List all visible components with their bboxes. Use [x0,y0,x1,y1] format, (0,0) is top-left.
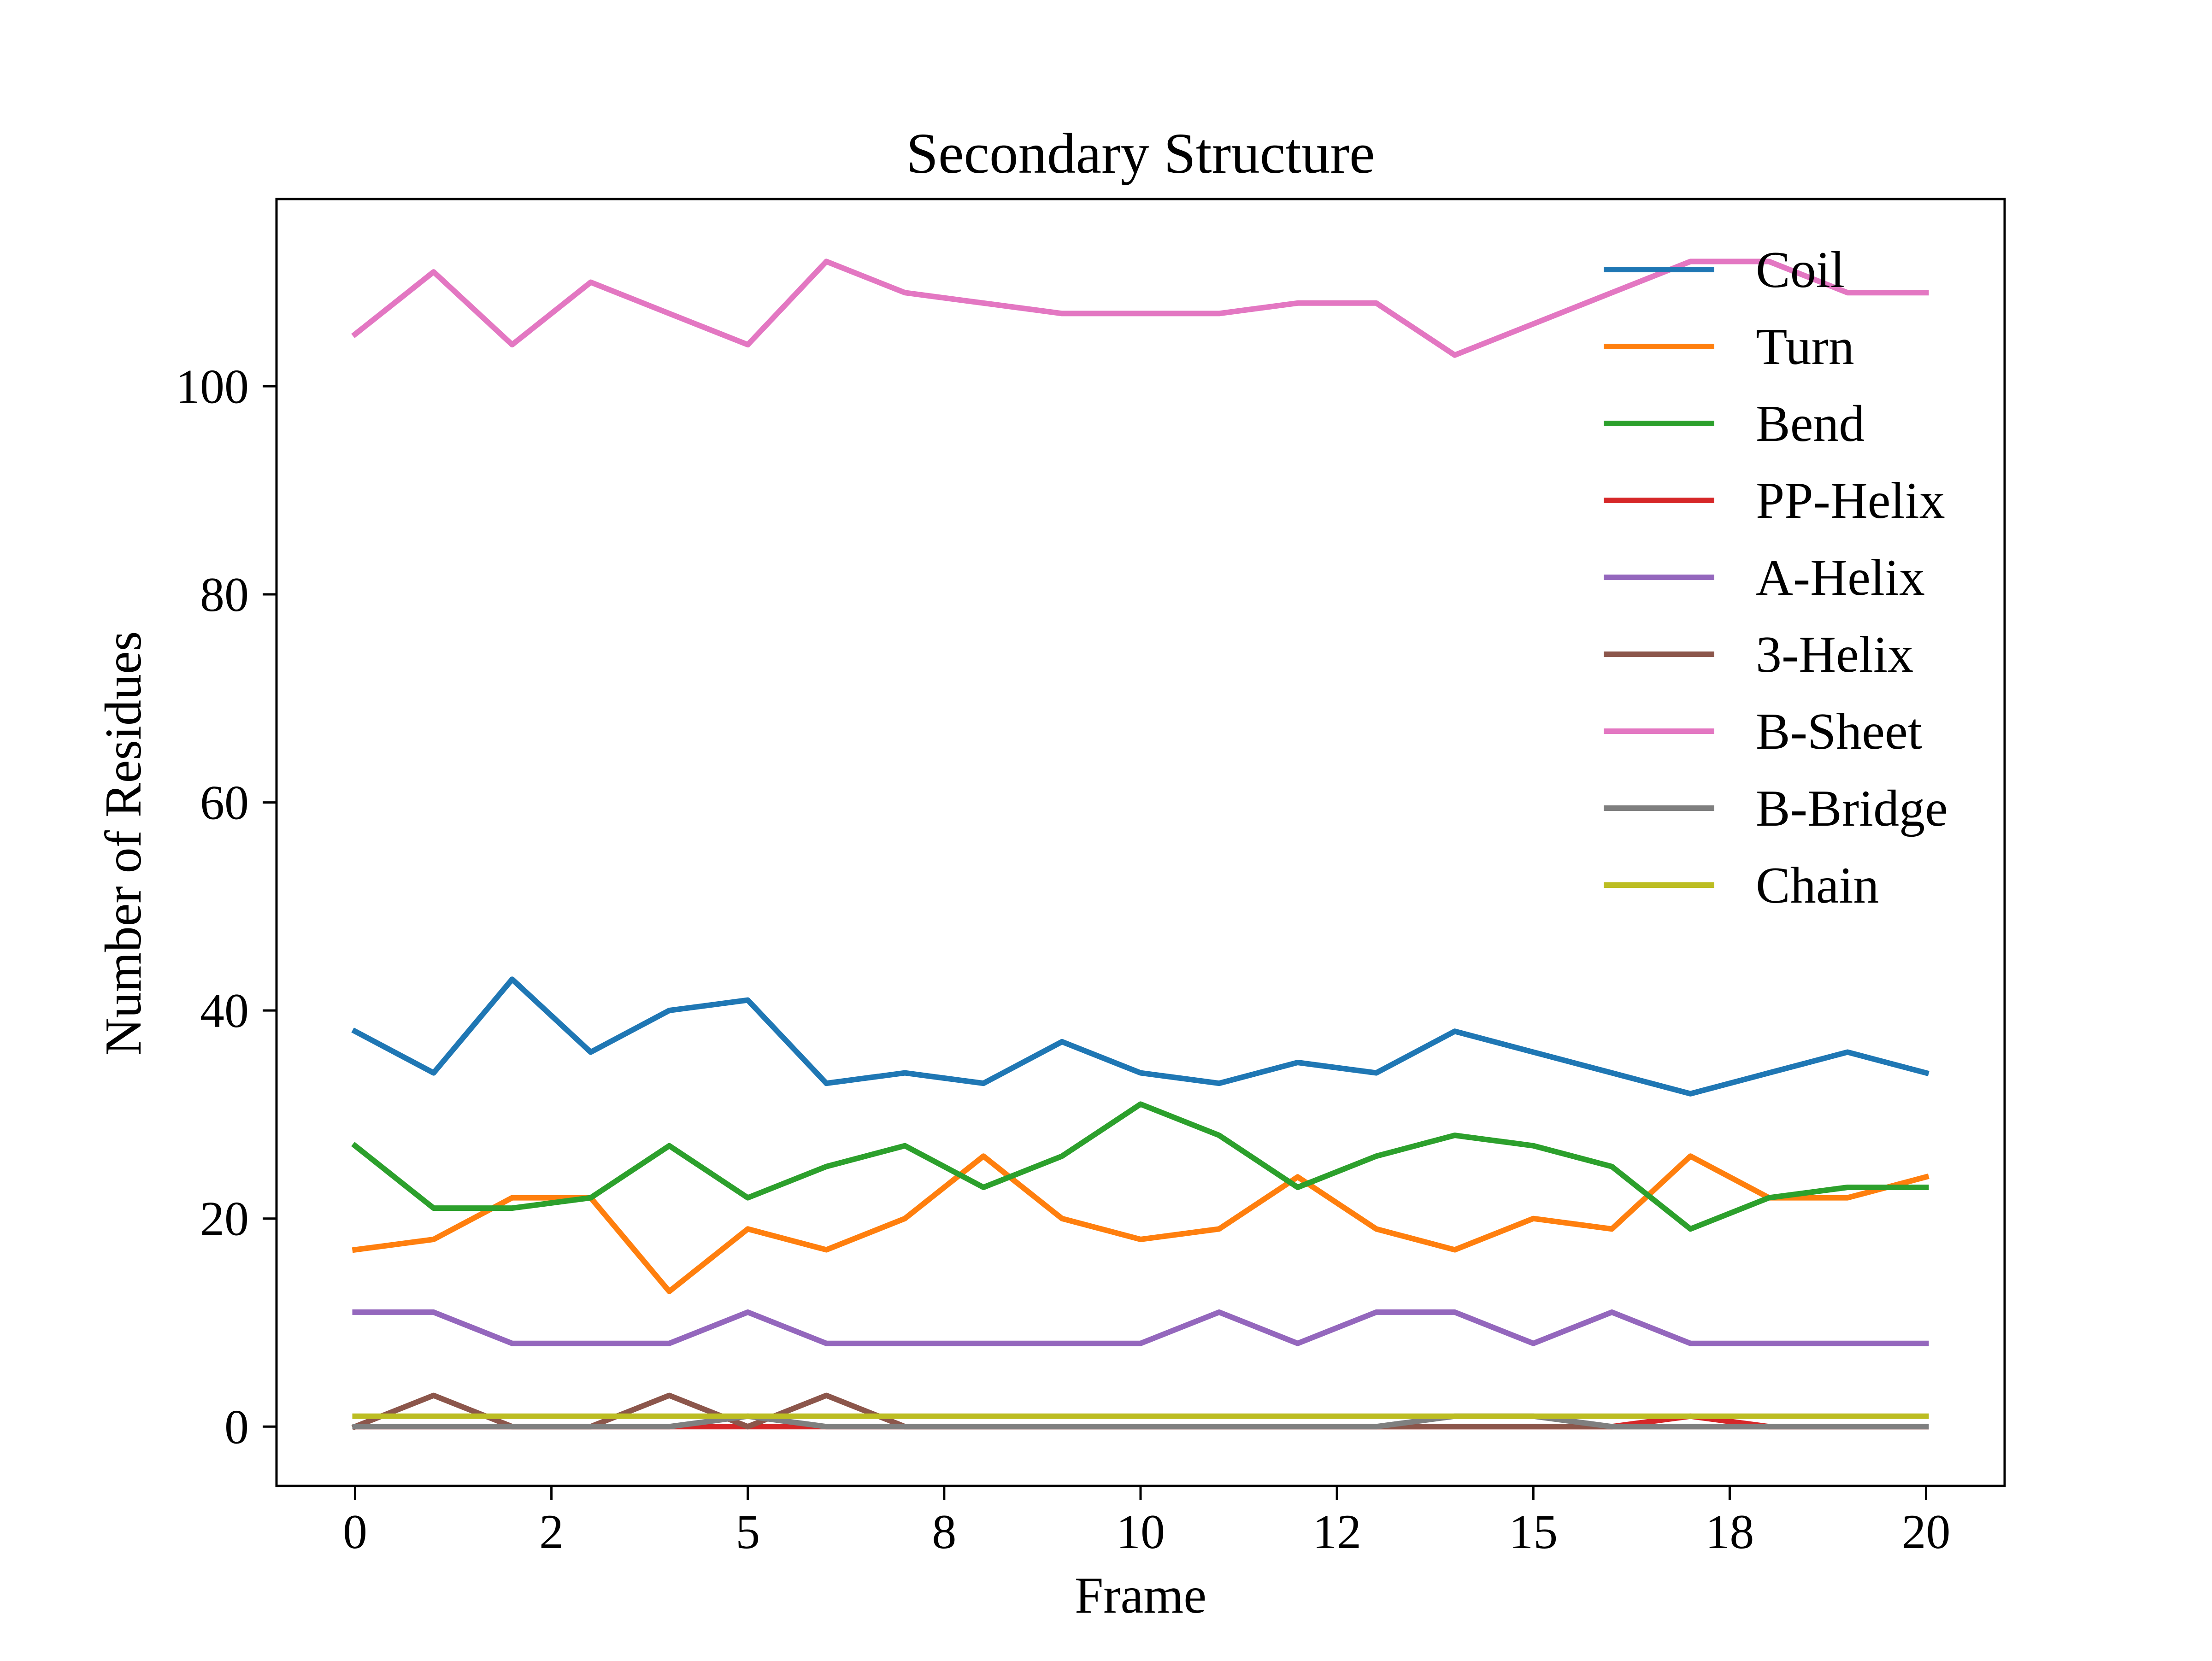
x-tick-label: 5 [735,1505,760,1559]
series-line-turn [352,1153,1930,1294]
x-tick-label: 10 [1116,1505,1165,1559]
legend-label-chain: Chain [1756,857,1879,914]
y-axis-label: Number of Residues [95,631,152,1056]
chart-title: Secondary Structure [906,122,1375,186]
plot-area: 0 2 5 8 10 12 15 18 20 0 20 40 60 80 100 [176,198,2006,1559]
series-line-b-bridge [352,1413,1929,1430]
y-tick-label: 0 [224,1400,249,1454]
legend-label-coil: Coil [1756,241,1845,299]
legend-label-b-bridge: B-Bridge [1756,780,1948,837]
x-tick-label: 12 [1312,1505,1361,1559]
x-tick-label: 8 [932,1505,956,1559]
legend-label-turn: Turn [1756,318,1854,376]
series-line-a-helix [352,1309,1929,1346]
legend-label-3-helix: 3-Helix [1756,626,1913,683]
y-tick-label: 20 [200,1192,249,1246]
legend-label-pp-helix: PP-Helix [1756,472,1945,529]
legend-label-a-helix: A-Helix [1756,549,1925,606]
y-tick-label: 60 [200,776,249,830]
legend-label-bend: Bend [1756,395,1865,452]
y-tick-label: 100 [176,359,249,413]
x-tick-label: 20 [1902,1505,1951,1559]
y-tick-label: 80 [200,568,249,622]
series-line-coil [351,976,1930,1097]
legend: Coil Turn Bend PP-Helix A-Helix 3-Helix B-Shee… [1604,241,1948,914]
y-tick-label: 40 [200,984,249,1038]
x-tick-label: 0 [343,1505,367,1559]
legend-label-b-sheet: B-Sheet [1756,703,1922,760]
x-tick-label: 2 [539,1505,564,1559]
series-line-bend [351,1101,1929,1232]
x-axis-label: Frame [1075,1567,1206,1624]
x-tick-label: 18 [1705,1505,1754,1559]
x-tick-label: 15 [1509,1505,1558,1559]
